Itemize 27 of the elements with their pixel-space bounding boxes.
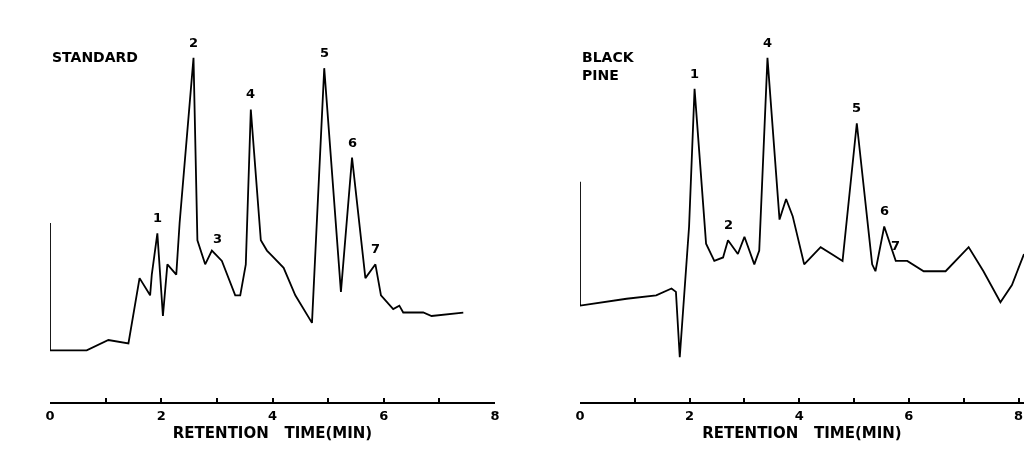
annotation: 7 [891, 238, 901, 253]
annotation: 5 [852, 100, 862, 115]
annotation: 4 [246, 86, 256, 101]
annotation: 3 [213, 231, 223, 246]
chart-title: BLACK PINE [582, 49, 635, 84]
x-tick-label: 2 [156, 407, 166, 423]
x-tick-label: 6 [379, 407, 389, 423]
x-tick-label: 8 [1014, 407, 1024, 423]
x-tick-label: 4 [267, 407, 278, 423]
x-axis-title: RETENTION TIME(MIN) [702, 424, 902, 443]
x-tick-label: 8 [490, 407, 500, 423]
chart-title: STANDARD [52, 49, 138, 65]
annotation: 6 [880, 203, 890, 218]
annotation: 4 [763, 35, 773, 50]
x-tick-label: 2 [685, 407, 695, 423]
x-tick-label: 6 [904, 407, 914, 423]
annotation: 5 [320, 45, 330, 60]
annotation: 7 [371, 241, 381, 256]
x-tick-label: 0 [575, 407, 585, 423]
annotation: 6 [348, 135, 358, 150]
x-tick-label: 4 [794, 407, 804, 423]
x-tick-label: 0 [45, 407, 55, 423]
annotation: 2 [724, 217, 734, 232]
annotation: 1 [690, 66, 700, 81]
annotation: 1 [153, 210, 163, 225]
x-axis-title: RETENTION TIME(MIN) [172, 424, 373, 443]
annotation: 2 [189, 35, 199, 50]
